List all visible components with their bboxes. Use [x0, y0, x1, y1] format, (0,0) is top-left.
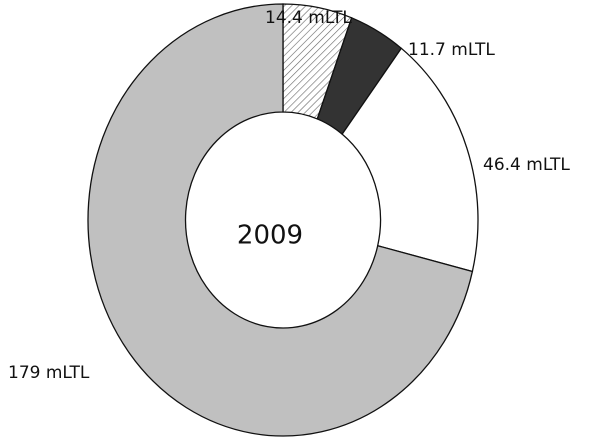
- value-label: 46.4 mLTL: [483, 155, 570, 175]
- value-label: 14.4 mLTL: [265, 8, 352, 28]
- value-label: 179 mLTL: [8, 363, 90, 383]
- donut-slice: [341, 47, 479, 273]
- value-label: 11.7 mLTL: [408, 40, 495, 60]
- donut-slice: [87, 3, 474, 437]
- center-label: 2009: [237, 221, 303, 251]
